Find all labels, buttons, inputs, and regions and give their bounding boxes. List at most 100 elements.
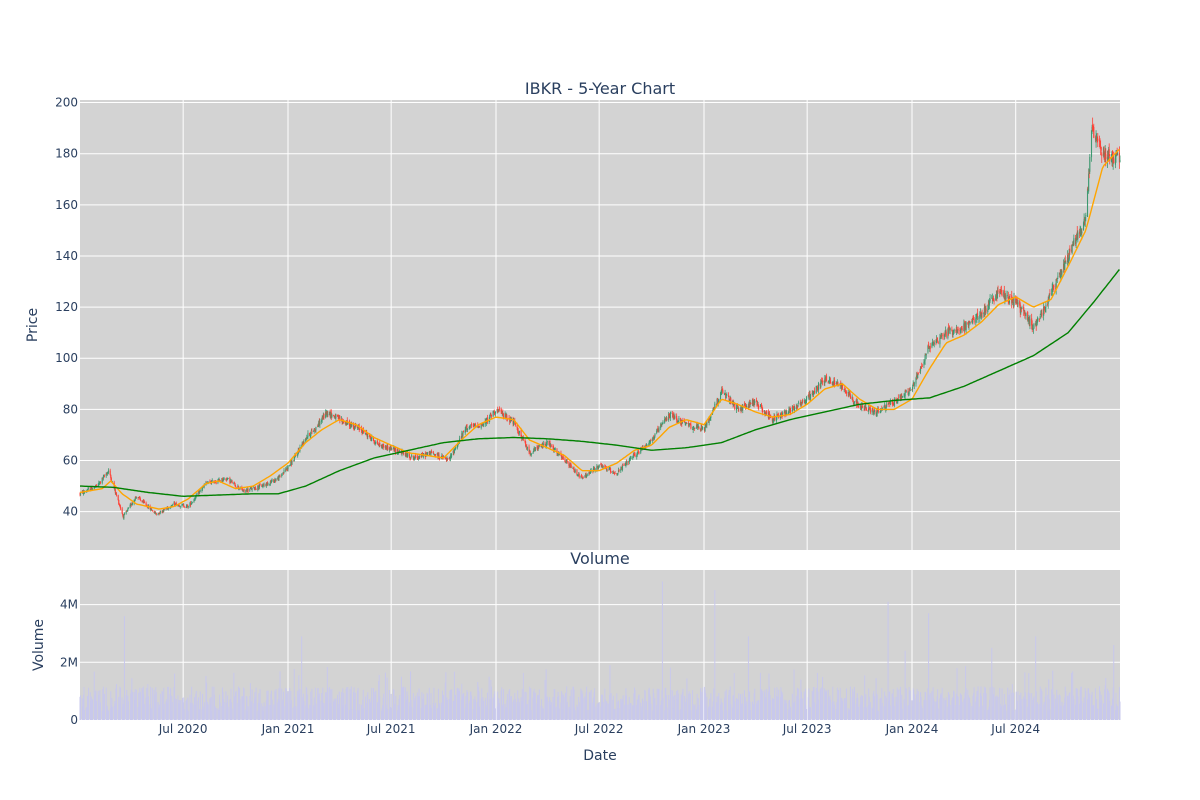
volume-bar [900,686,902,720]
volume-bar [242,703,244,720]
candle-body [704,427,706,432]
volume-bar [376,702,378,720]
volume-bar [534,693,536,720]
candle-body [1036,322,1038,326]
candle-body [154,511,156,514]
candlestick [137,497,139,500]
volume-bar [757,705,759,720]
candle-body [207,481,209,483]
candle-body [577,475,579,477]
volume-bar [833,701,835,720]
candlestick [917,372,919,376]
candle-body [927,345,929,353]
candle-body [662,422,664,424]
candlestick [1007,290,1009,299]
candle-body [612,471,614,473]
candle-body [321,417,323,421]
candle-body [182,504,184,506]
candle-body [765,411,767,415]
candlestick [685,421,687,426]
volume-bar [435,702,437,720]
candlestick [99,481,101,485]
candle-body [576,469,578,476]
candlestick [445,457,447,463]
volume-bar [484,700,486,720]
volume-bar [827,689,829,720]
volume-bar [237,686,239,720]
candlestick [1039,317,1041,322]
volume-bar [881,703,883,720]
volume-bar [209,698,211,720]
candlestick [1084,216,1086,227]
candle-body [814,390,816,393]
volume-bar [690,710,692,720]
candlestick [230,480,232,483]
candle-body [1035,323,1037,327]
volume-bar [459,691,461,720]
candlestick [941,333,943,340]
volume-bar [577,710,579,720]
candle-body [972,318,975,320]
candlestick [999,288,1001,298]
candlestick [1100,140,1102,156]
candlestick [913,382,915,387]
candle-body [182,504,184,506]
volume-bar [305,686,307,720]
volume-bar [633,687,635,720]
candle-body [259,484,261,486]
volume-bar [875,678,877,720]
candlestick [749,399,751,408]
candle-body [1020,307,1022,309]
volume-bar [568,706,570,720]
volume-bar [417,705,419,720]
candlestick [474,423,476,427]
candle-body [820,380,822,388]
candlestick [606,468,608,472]
candle-body [498,408,500,410]
candlestick [377,441,379,446]
candlestick [243,488,245,493]
volume-bar [733,695,735,720]
candle-body [697,425,699,427]
candlestick [774,414,776,421]
volume-bar [378,681,380,720]
volume-bar [333,701,335,720]
volume-bar [281,688,283,720]
volume-bar [405,702,407,720]
candlestick [1039,313,1041,319]
volume-bar [789,708,791,720]
candlestick [446,456,448,462]
candlestick [993,298,995,305]
candle-body [876,410,878,414]
volume-bar [625,695,627,720]
candlestick [1093,123,1095,139]
candlestick [135,496,137,499]
volume-bar [724,691,726,720]
candlestick [190,503,192,506]
volume-bar [154,694,156,720]
candle-body [945,331,947,337]
volume-bar [330,689,332,720]
candle-body [107,472,109,473]
candle-body [303,441,305,443]
candlestick [637,449,640,454]
candle-body [752,399,754,405]
volume-bar [213,694,215,720]
candle-body [130,503,132,506]
candle-body [106,473,108,475]
candle-body [1065,262,1067,264]
candle-body [444,457,446,459]
candlestick [486,414,489,425]
candle-body [574,470,576,472]
candle-body [439,458,441,459]
candle-body [494,411,496,414]
volume-bar [676,691,678,720]
volume-bar [736,709,738,720]
candlestick [929,345,931,352]
candle-body [792,407,794,408]
volume-bar [185,701,187,720]
candle-body [530,454,532,456]
candle-body [819,383,821,387]
candle-body [816,385,818,387]
volume-bar [357,690,359,720]
